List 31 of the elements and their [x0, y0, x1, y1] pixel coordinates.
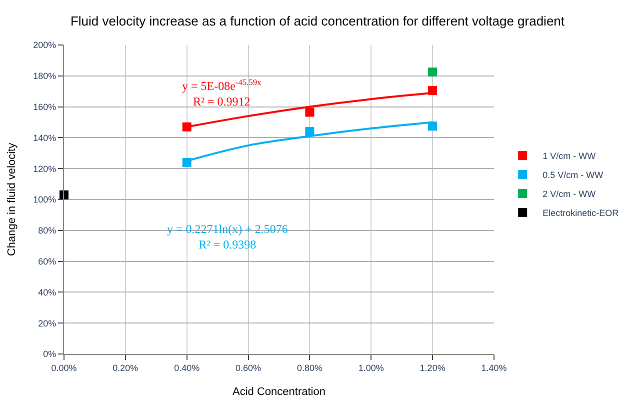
y-tick-label: 60%: [38, 256, 56, 266]
y-tick-label: 160%: [33, 102, 56, 112]
y-tick-label: 120%: [33, 164, 56, 174]
y-tick-label: 20%: [38, 318, 56, 328]
x-tick-label: 0.80%: [296, 362, 322, 373]
y-tick-label: 40%: [38, 287, 56, 298]
annotation: y = 0.2271ln(x) + 2.5076 R² = 0.9398: [167, 222, 288, 252]
y-tick-label: 200%: [33, 40, 56, 50]
x-tick-label: 1.20%: [420, 362, 446, 373]
x-tick-label: 1.40%: [481, 362, 507, 373]
y-tick-label: 80%: [38, 226, 56, 236]
chart-title: Fluid velocity increase as a function of acid concentration for different voltage gradient: [70, 13, 565, 28]
point: [428, 68, 438, 77]
y-tick-label: 100%: [33, 194, 56, 205]
point: [305, 108, 314, 117]
x-axis-title: Acid Concentration: [232, 386, 326, 398]
y-tick-label: 180%: [33, 71, 56, 82]
point: [305, 127, 314, 136]
annotation: y = 5E-08e$^{-45.59x}$ R² = 0.9912: [182, 78, 262, 109]
x-tick-label: 0.20%: [112, 362, 138, 373]
legend-label: Electrokinetic-EOR: [542, 208, 620, 218]
legend-label: 0.5 V/cm - WW: [542, 170, 604, 180]
y-axis-title: Change in fluid velocity: [6, 142, 18, 256]
x-tick-label: 0.00%: [51, 362, 77, 373]
y-tick-label: 0%: [43, 349, 56, 360]
x-tick-label: 0.60%: [236, 362, 262, 373]
x-tick-label: 1.00%: [358, 362, 384, 373]
y-tick-label: 140%: [33, 132, 56, 143]
legend-label: 1 V/cm - WW: [542, 151, 596, 162]
x-tick-label: 0.40%: [174, 362, 200, 373]
legend-label: 2 V/cm - WW: [542, 189, 596, 200]
